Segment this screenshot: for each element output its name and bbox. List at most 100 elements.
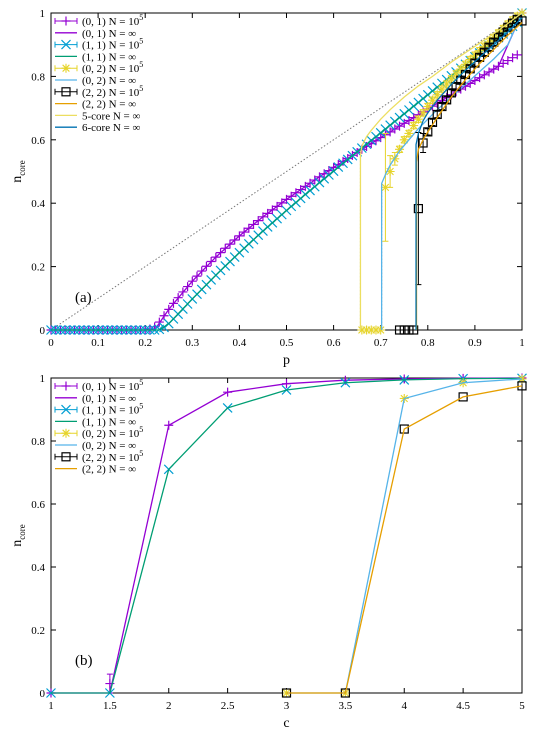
x-tick-label: 5 — [519, 700, 525, 712]
data-point — [508, 53, 518, 63]
legend-label-text: (0, 1) N = ∞ — [82, 28, 136, 40]
data-point — [404, 128, 414, 138]
x-tick-label: 0.9 — [468, 337, 482, 349]
data-point — [418, 108, 428, 118]
y-axis-label-main: n — [10, 176, 25, 183]
legend-item: (1, 1) N = ∞ — [55, 416, 136, 428]
legend-label: (0, 1) N = ∞ — [82, 393, 136, 405]
legend-item: (0, 2) N = 105 — [54, 425, 143, 440]
legend-label-text: (1, 1) N = ∞ — [82, 51, 136, 63]
legend-item: (0, 2) N = ∞ — [55, 75, 136, 87]
data-point — [465, 55, 475, 65]
legend-label: (0, 1) N = ∞ — [82, 28, 136, 40]
data-point — [409, 121, 419, 131]
legend-marker — [61, 381, 71, 391]
data-point — [456, 64, 466, 74]
legend-label-text: (2, 2) N = 10 — [82, 87, 140, 99]
legend-label-text: (0, 2) N = 10 — [82, 428, 140, 440]
y-tick-label: 0.6 — [31, 499, 45, 511]
legend-item: 6-core N = ∞ — [55, 122, 140, 134]
legend-label-text: (1, 1) N = ∞ — [82, 416, 136, 428]
legend-item: (2, 2) N = ∞ — [55, 99, 136, 111]
data-point — [385, 167, 395, 176]
legend-label-text: (0, 2) N = ∞ — [82, 440, 136, 452]
data-point — [399, 135, 409, 145]
data-point — [470, 58, 480, 68]
x-tick-label: 0.8 — [421, 337, 435, 349]
legend: (0, 1) N = 105(0, 1) N = ∞(1, 1) N = 105… — [54, 378, 143, 476]
series-3 — [51, 377, 523, 694]
legend-label-text: (0, 2) N = 10 — [82, 63, 140, 75]
legend-label: (2, 2) N = 105 — [82, 84, 143, 99]
series-4 — [357, 8, 527, 335]
legend-label: (2, 2) N = 105 — [82, 449, 143, 464]
data-point — [432, 90, 442, 100]
x-tick-label: 3.5 — [339, 700, 353, 712]
series-5 — [380, 12, 523, 330]
data-point — [437, 84, 447, 94]
x-tick-label: 0.1 — [91, 337, 105, 349]
data-point — [446, 74, 456, 84]
legend-label-text: (0, 1) N = 10 — [82, 16, 140, 28]
legend-label: 5-core N = ∞ — [82, 110, 140, 122]
legend-label-sup: 5 — [139, 84, 143, 93]
data-point — [451, 69, 461, 79]
y-tick-label: 0.4 — [31, 562, 45, 574]
y-axis-label-sub: core — [17, 524, 27, 540]
series-7 — [286, 385, 523, 694]
legend-label: (0, 2) N = ∞ — [82, 75, 136, 87]
series-line — [415, 22, 523, 330]
legend-marker — [61, 39, 71, 50]
data-point — [371, 325, 381, 335]
data-point — [376, 325, 386, 335]
legend-marker — [61, 452, 71, 462]
x-tick-label: 0.6 — [327, 337, 341, 349]
y-tick-label: 0 — [40, 688, 46, 700]
y-tick-label: 0.8 — [31, 71, 45, 83]
x-tick-label: 1.5 — [103, 700, 117, 712]
data-point — [475, 52, 485, 62]
legend-label-text: (0, 2) N = ∞ — [82, 75, 136, 87]
x-tick-label: 0.7 — [374, 337, 388, 349]
data-point — [394, 325, 405, 335]
legend-label-text: (2, 2) N = ∞ — [82, 464, 136, 476]
x-tick-label: 4.5 — [456, 700, 470, 712]
data-point — [399, 424, 409, 434]
x-tick-label: 1 — [48, 700, 54, 712]
panel-a-chart: 0 0.1 0.2 0.3 0.4 0.5 0.6 0.7 0.8 0.9 1 0 0.2 0.4 0.6 0… — [10, 8, 527, 368]
data-point — [395, 144, 405, 154]
legend-label: (2, 2) N = ∞ — [82, 99, 136, 111]
legend-label-text: (0, 1) N = ∞ — [82, 393, 136, 405]
legend-label-text: (2, 2) N = ∞ — [82, 99, 136, 111]
legend-label-text: (0, 1) N = 10 — [82, 381, 140, 393]
guide-diagonal — [50, 12, 523, 331]
legend-item: (0, 1) N = ∞ — [55, 28, 136, 40]
series-line — [286, 378, 523, 694]
series-7 — [415, 22, 523, 330]
data-point — [489, 37, 499, 47]
legend-item: (0, 2) N = 105 — [54, 60, 143, 75]
x-tick-label: 1 — [519, 337, 525, 349]
data-point — [470, 50, 480, 60]
series-8 — [359, 12, 523, 330]
y-tick-label: 0 — [40, 325, 46, 337]
legend: (0, 1) N = 105(0, 1) N = ∞(1, 1) N = 105… — [54, 13, 143, 134]
panel-label: (a) — [75, 290, 92, 306]
legend-item: (1, 1) N = ∞ — [55, 51, 136, 63]
data-point — [413, 203, 423, 214]
data-point — [404, 325, 414, 335]
data-point — [428, 95, 438, 105]
data-point — [413, 114, 423, 124]
legend-label: (2, 2) N = ∞ — [82, 464, 136, 476]
legend-label-sup: 5 — [139, 402, 143, 411]
y-axis-label-sub: core — [17, 160, 27, 176]
legend-label: (0, 2) N = 105 — [82, 60, 143, 75]
legend-marker — [61, 16, 71, 26]
error-bar — [420, 132, 427, 153]
data-point — [484, 37, 494, 47]
data-point — [512, 50, 522, 60]
legend-item: (2, 2) N = 105 — [54, 449, 143, 464]
data-point — [517, 381, 527, 391]
legend-marker — [61, 63, 71, 73]
